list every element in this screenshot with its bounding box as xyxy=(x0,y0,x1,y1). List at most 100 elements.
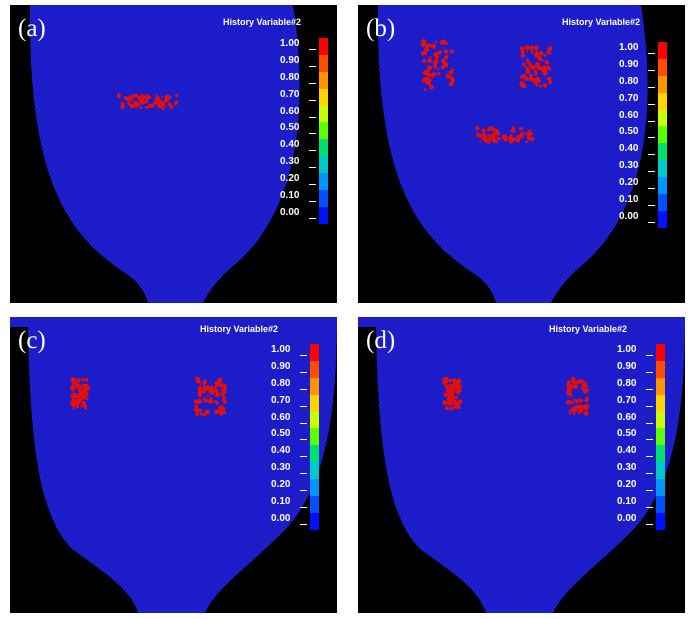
legend-swatch xyxy=(656,344,665,361)
specimen-body xyxy=(358,317,685,613)
legend-row: 0.10 xyxy=(271,496,327,513)
legend-tick xyxy=(300,388,307,390)
panel-label: (b) xyxy=(366,15,396,42)
legend-swatch xyxy=(310,394,319,412)
legend-swatch xyxy=(656,445,665,463)
legend-value: 0.70 xyxy=(271,394,291,406)
legend-swatch xyxy=(319,206,328,224)
legend-value: 1.00 xyxy=(271,344,291,355)
legend-row: 0.20 xyxy=(617,479,673,497)
specimen-body xyxy=(29,5,300,303)
legend-row: 0.10 xyxy=(619,194,675,211)
legend-tick xyxy=(300,422,307,424)
legend-tick xyxy=(648,69,655,71)
panel-c: (c) History Variable#2 1.00 0.90 0.80 0.70 0.6… xyxy=(10,317,337,613)
legend-row: 0.90 xyxy=(617,360,673,378)
legend-row: 0.90 xyxy=(619,58,675,76)
legend-value: 0.80 xyxy=(280,71,300,83)
legend-value: 0.30 xyxy=(617,462,637,474)
legend-swatch xyxy=(310,344,319,361)
legend-row: 0.30 xyxy=(619,160,675,178)
legend-value: 1.00 xyxy=(619,42,639,53)
legend-row: 0.30 xyxy=(271,462,327,480)
legend-swatch xyxy=(658,75,667,93)
legend-tick xyxy=(646,523,653,525)
legend-row: 0.00 xyxy=(280,206,336,224)
legend-row: 0.10 xyxy=(617,496,673,513)
panel-label: (d) xyxy=(366,327,396,354)
color-legend: 1.00 0.90 0.80 0.70 0.60 0.50 0.40 0.30 0.20 0.10… xyxy=(619,42,675,228)
legend-value: 0.80 xyxy=(617,377,637,389)
panel-label: (c) xyxy=(18,327,46,354)
legend-row: 0.70 xyxy=(271,394,327,412)
legend-row: 0.20 xyxy=(280,173,336,191)
legend-tick xyxy=(646,355,653,356)
legend-tick xyxy=(300,355,307,356)
legend-row: 0.00 xyxy=(619,210,675,228)
color-legend: 1.00 0.90 0.80 0.70 0.60 0.50 0.40 0.30 0.20 0.10… xyxy=(280,38,336,224)
legend-swatch xyxy=(319,122,328,140)
legend-value: 0.40 xyxy=(271,445,291,457)
legend-tick xyxy=(309,167,316,169)
legend-value: 0.10 xyxy=(271,496,291,508)
legend-tick xyxy=(309,116,316,118)
legend-value: 0.50 xyxy=(271,428,291,440)
legend-swatch xyxy=(656,360,665,378)
legend-swatch xyxy=(319,139,328,157)
legend-tick xyxy=(300,523,307,525)
legend-row: 0.60 xyxy=(617,411,673,429)
legend-swatch xyxy=(310,377,319,395)
legend-value: 0.60 xyxy=(271,411,291,423)
legend-value: 0.30 xyxy=(271,462,291,474)
legend-value: 0.40 xyxy=(280,139,300,151)
legend-row: 0.00 xyxy=(271,512,327,530)
legend-swatch xyxy=(658,58,667,76)
legend-value: 0.60 xyxy=(280,105,300,117)
legend-value: 0.70 xyxy=(280,88,300,100)
legend-tick xyxy=(300,507,307,509)
legend-swatch xyxy=(658,109,667,127)
legend-value: 1.00 xyxy=(617,344,637,355)
legend-value: 0.00 xyxy=(280,206,300,218)
legend-row: 0.30 xyxy=(617,462,673,480)
legend-tick xyxy=(646,439,653,441)
legend-value: 0.90 xyxy=(617,360,637,372)
legend-tick xyxy=(646,405,653,407)
specimen-mesh xyxy=(29,5,300,303)
legend-tick xyxy=(300,456,307,458)
color-legend: 1.00 0.90 0.80 0.70 0.60 0.50 0.40 0.30 0.20 0.10… xyxy=(271,344,327,530)
legend-swatch xyxy=(658,92,667,110)
legend-tick xyxy=(648,120,655,122)
legend-row: 0.90 xyxy=(280,54,336,72)
legend-swatch xyxy=(656,411,665,429)
legend-row: 1.00 xyxy=(619,42,675,59)
legend-row: 0.70 xyxy=(617,394,673,412)
legend-value: 0.80 xyxy=(271,377,291,389)
legend-swatch xyxy=(319,54,328,72)
legend-value: 0.50 xyxy=(619,126,639,138)
legend-tick xyxy=(309,82,316,84)
legend-value: 0.50 xyxy=(280,122,300,134)
legend-value: 0.00 xyxy=(619,210,639,222)
legend-value: 0.80 xyxy=(619,75,639,87)
legend-tick xyxy=(646,371,653,373)
legend-swatch xyxy=(658,194,667,211)
legend-tick xyxy=(309,133,316,135)
legend-swatch xyxy=(310,360,319,378)
legend-row: 0.40 xyxy=(619,143,675,161)
legend-swatch xyxy=(319,71,328,89)
legend-row: 1.00 xyxy=(280,38,336,55)
legend-title: History Variable#2 xyxy=(200,324,279,334)
legend-swatch xyxy=(310,512,319,530)
damage-zone xyxy=(69,377,91,410)
legend-tick xyxy=(648,154,655,156)
legend-swatch xyxy=(658,160,667,178)
legend-value: 0.20 xyxy=(271,479,291,491)
legend-value: 0.10 xyxy=(280,190,300,202)
legend-swatch xyxy=(319,105,328,123)
legend-value: 0.60 xyxy=(619,109,639,121)
legend-value: 0.20 xyxy=(619,177,639,189)
legend-tick xyxy=(648,137,655,139)
legend-tick xyxy=(300,405,307,407)
legend-tick xyxy=(648,103,655,105)
